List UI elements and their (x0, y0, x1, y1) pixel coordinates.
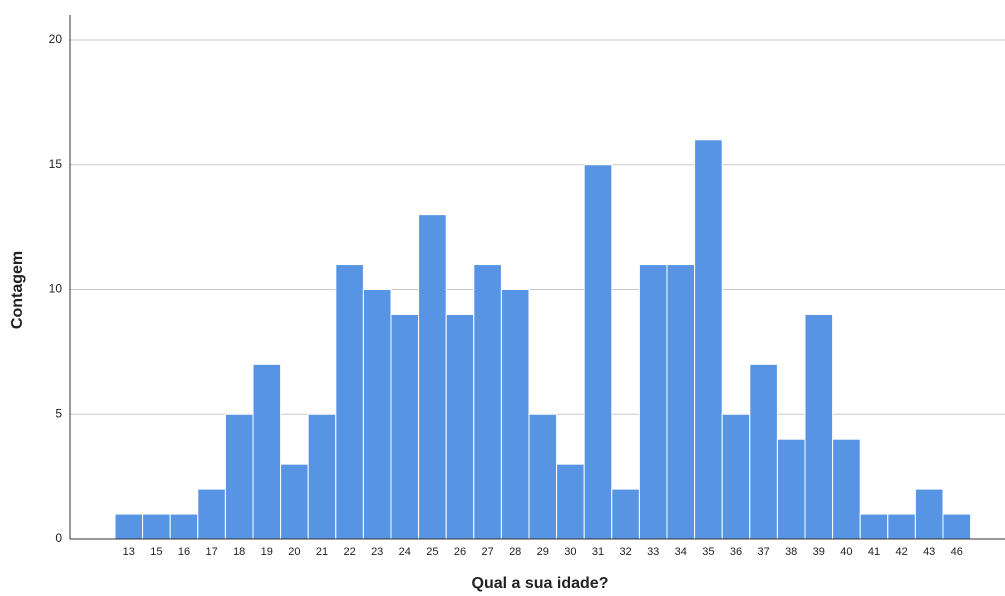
bar (418, 214, 447, 540)
x-tick-label: 41 (868, 546, 880, 558)
x-tick-label: 17 (205, 546, 217, 558)
x-tick-label: 27 (481, 546, 493, 558)
y-axis-title: Contagem (9, 251, 26, 329)
bar (556, 463, 585, 540)
x-tick-label: 20 (288, 546, 300, 558)
bar (280, 463, 309, 540)
bar (224, 413, 254, 540)
x-tick-label: 16 (178, 546, 190, 558)
bar (445, 313, 475, 540)
bar (169, 513, 199, 540)
x-tick-label: 34 (675, 546, 687, 558)
bar (666, 264, 696, 540)
x-tick-label: 33 (647, 546, 659, 558)
x-tick-label: 25 (426, 546, 438, 558)
bar (611, 488, 640, 540)
y-tick-label: 15 (49, 157, 63, 171)
bar (528, 413, 558, 540)
bar (473, 264, 502, 540)
bar (252, 363, 282, 540)
x-tick-label: 36 (730, 546, 742, 558)
bar (942, 513, 972, 540)
x-tick-label: 22 (343, 546, 355, 558)
bar (694, 139, 723, 540)
x-tick-label: 30 (564, 546, 576, 558)
bar (197, 488, 226, 540)
x-tick-label: 19 (261, 546, 273, 558)
bar (307, 413, 337, 540)
x-axis-title: Qual a sua idade? (472, 575, 609, 592)
x-tick-label: 42 (895, 546, 907, 558)
bar (832, 438, 861, 540)
bar (887, 513, 916, 540)
x-tick-label: 35 (702, 546, 714, 558)
y-tick-label: 5 (55, 406, 62, 420)
bar (390, 313, 420, 540)
x-tick-label: 18 (233, 546, 245, 558)
bar (500, 289, 530, 540)
x-tick-label: 15 (150, 546, 162, 558)
x-tick-label: 29 (537, 546, 549, 558)
x-tick-label: 24 (399, 546, 411, 558)
x-tick-label: 38 (785, 546, 797, 558)
bar (804, 313, 834, 540)
y-tick-label: 20 (49, 32, 63, 46)
x-tick-label: 37 (757, 546, 769, 558)
x-tick-label: 32 (619, 546, 631, 558)
x-tick-label: 39 (813, 546, 825, 558)
bar (335, 264, 364, 540)
bar (583, 164, 613, 540)
bar (142, 513, 171, 540)
bar (638, 264, 668, 540)
x-tick-label: 26 (454, 546, 466, 558)
x-tick-label: 40 (840, 546, 852, 558)
x-tick-label: 43 (923, 546, 935, 558)
x-tick-label: 46 (951, 546, 963, 558)
bar (362, 289, 392, 540)
bar (721, 413, 751, 540)
bar (776, 438, 806, 540)
x-tick-label: 13 (123, 546, 135, 558)
x-tick-label: 23 (371, 546, 383, 558)
x-tick-label: 28 (509, 546, 521, 558)
y-tick-label: 10 (49, 282, 63, 296)
bar (114, 513, 144, 540)
y-tick-label: 0 (55, 531, 62, 545)
bar (749, 363, 778, 540)
x-tick-label: 31 (592, 546, 604, 558)
bar (914, 488, 944, 540)
bar (859, 513, 889, 540)
x-tick-label: 21 (316, 546, 328, 558)
